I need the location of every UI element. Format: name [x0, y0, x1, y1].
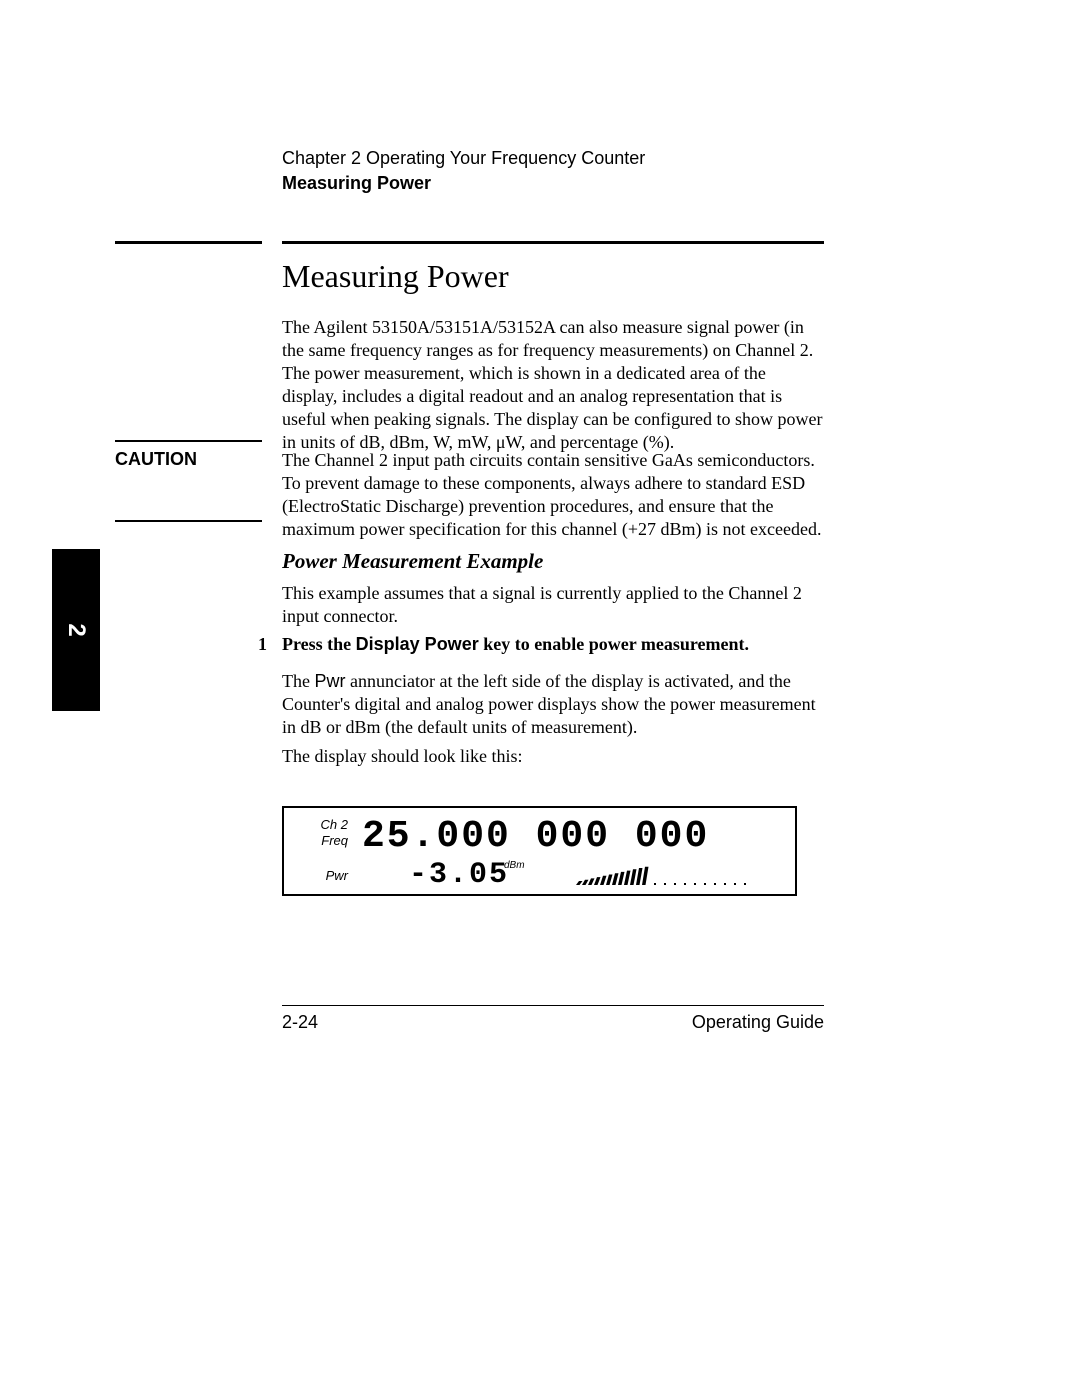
lcd-power-value: -3.05: [409, 858, 509, 892]
page-header: Chapter 2 Operating Your Frequency Count…: [282, 148, 822, 194]
step-body-prefix: The: [282, 671, 314, 691]
lcd-pwr-label: Pwr: [294, 868, 348, 883]
footer-rule: [282, 1005, 824, 1006]
heading-rule-left: [115, 241, 262, 244]
chapter-side-tab-number: 2: [62, 623, 90, 636]
guide-label: Operating Guide: [692, 1012, 824, 1033]
subheading: Power Measurement Example: [282, 549, 543, 574]
lcd-freq-label: Freq: [294, 833, 348, 849]
lcd-freq-value: 25.000 000 000: [362, 815, 709, 858]
page: Chapter 2 Operating Your Frequency Count…: [0, 0, 1080, 1397]
heading-rule-right: [282, 241, 824, 244]
section-line: Measuring Power: [282, 173, 822, 194]
step-text: Press the Display Power key to enable po…: [282, 634, 824, 655]
lcd-top-labels: Ch 2 Freq: [294, 817, 348, 850]
intro-paragraph: The Agilent 53150A/53151A/53152A can als…: [282, 316, 824, 454]
main-heading: Measuring Power: [282, 258, 509, 295]
step-number: 1: [258, 634, 267, 655]
chapter-side-tab: 2: [52, 549, 100, 711]
step-body-rest: annunciator at the left side of the disp…: [282, 671, 816, 737]
annunciator-name: Pwr: [314, 671, 345, 691]
step-body: The Pwr annunciator at the left side of …: [282, 670, 824, 739]
lcd-bargraph: [574, 863, 774, 891]
display-intro: The display should look like this:: [282, 746, 523, 767]
lcd-unit: dBm: [504, 860, 525, 871]
caution-text: The Channel 2 input path circuits contai…: [282, 449, 824, 541]
caution-rule-bottom: [115, 520, 262, 522]
step-prefix: Press the: [282, 634, 356, 654]
step-key-name: Display Power: [356, 634, 479, 654]
lcd-ch-label: Ch 2: [294, 817, 348, 833]
page-number: 2-24: [282, 1012, 318, 1033]
step-suffix: key to enable power measurement.: [479, 634, 749, 654]
example-intro: This example assumes that a signal is cu…: [282, 582, 824, 628]
caution-label: CAUTION: [115, 449, 197, 470]
chapter-line: Chapter 2 Operating Your Frequency Count…: [282, 148, 822, 169]
lcd-display: Ch 2 Freq Pwr 25.000 000 000 -3.05 dBm: [282, 806, 797, 896]
caution-rule-top: [115, 440, 262, 442]
